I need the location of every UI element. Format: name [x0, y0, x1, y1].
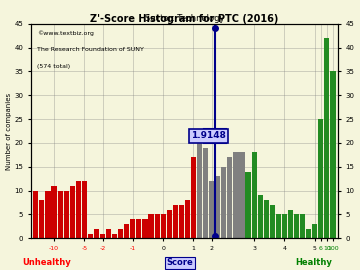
- Bar: [209, 181, 214, 238]
- Bar: [312, 224, 317, 238]
- Bar: [258, 195, 263, 238]
- Text: Score: Score: [167, 258, 193, 267]
- Bar: [82, 181, 87, 238]
- Bar: [270, 205, 275, 238]
- Bar: [191, 157, 196, 238]
- Bar: [239, 153, 244, 238]
- Bar: [179, 205, 184, 238]
- Text: ©www.textbiz.org: ©www.textbiz.org: [37, 30, 94, 36]
- Bar: [94, 229, 99, 238]
- Bar: [306, 229, 311, 238]
- Title: Z'-Score Histogram for PTC (2016): Z'-Score Histogram for PTC (2016): [90, 14, 279, 24]
- Bar: [58, 191, 63, 238]
- Bar: [88, 234, 93, 238]
- Bar: [39, 200, 45, 238]
- Bar: [167, 210, 172, 238]
- Bar: [276, 214, 281, 238]
- Bar: [246, 171, 251, 238]
- Bar: [64, 191, 69, 238]
- Bar: [148, 214, 154, 238]
- Bar: [197, 143, 202, 238]
- Bar: [161, 214, 166, 238]
- Bar: [264, 200, 269, 238]
- Bar: [118, 229, 123, 238]
- Bar: [100, 234, 105, 238]
- Bar: [76, 181, 81, 238]
- Bar: [330, 71, 336, 238]
- Bar: [173, 205, 178, 238]
- Text: (574 total): (574 total): [37, 65, 70, 69]
- Bar: [51, 186, 57, 238]
- Bar: [294, 214, 299, 238]
- Bar: [324, 38, 329, 238]
- Bar: [288, 210, 293, 238]
- Bar: [154, 214, 160, 238]
- Bar: [203, 148, 208, 238]
- Text: Unhealthy: Unhealthy: [22, 258, 71, 267]
- Bar: [124, 224, 129, 238]
- Bar: [106, 229, 111, 238]
- Y-axis label: Number of companies: Number of companies: [5, 92, 12, 170]
- Bar: [136, 219, 141, 238]
- Bar: [215, 176, 220, 238]
- Bar: [282, 214, 287, 238]
- Bar: [143, 219, 148, 238]
- Bar: [252, 153, 257, 238]
- Bar: [233, 153, 239, 238]
- Bar: [45, 191, 50, 238]
- Bar: [69, 186, 75, 238]
- Text: 1.9148: 1.9148: [191, 131, 226, 140]
- Text: The Research Foundation of SUNY: The Research Foundation of SUNY: [37, 47, 144, 52]
- Text: Sector: Technology: Sector: Technology: [145, 14, 224, 23]
- Bar: [227, 157, 233, 238]
- Bar: [221, 167, 226, 238]
- Bar: [300, 214, 305, 238]
- Bar: [112, 234, 117, 238]
- Bar: [318, 119, 323, 238]
- Bar: [185, 200, 190, 238]
- Bar: [33, 191, 39, 238]
- Bar: [130, 219, 135, 238]
- Text: Healthy: Healthy: [295, 258, 332, 267]
